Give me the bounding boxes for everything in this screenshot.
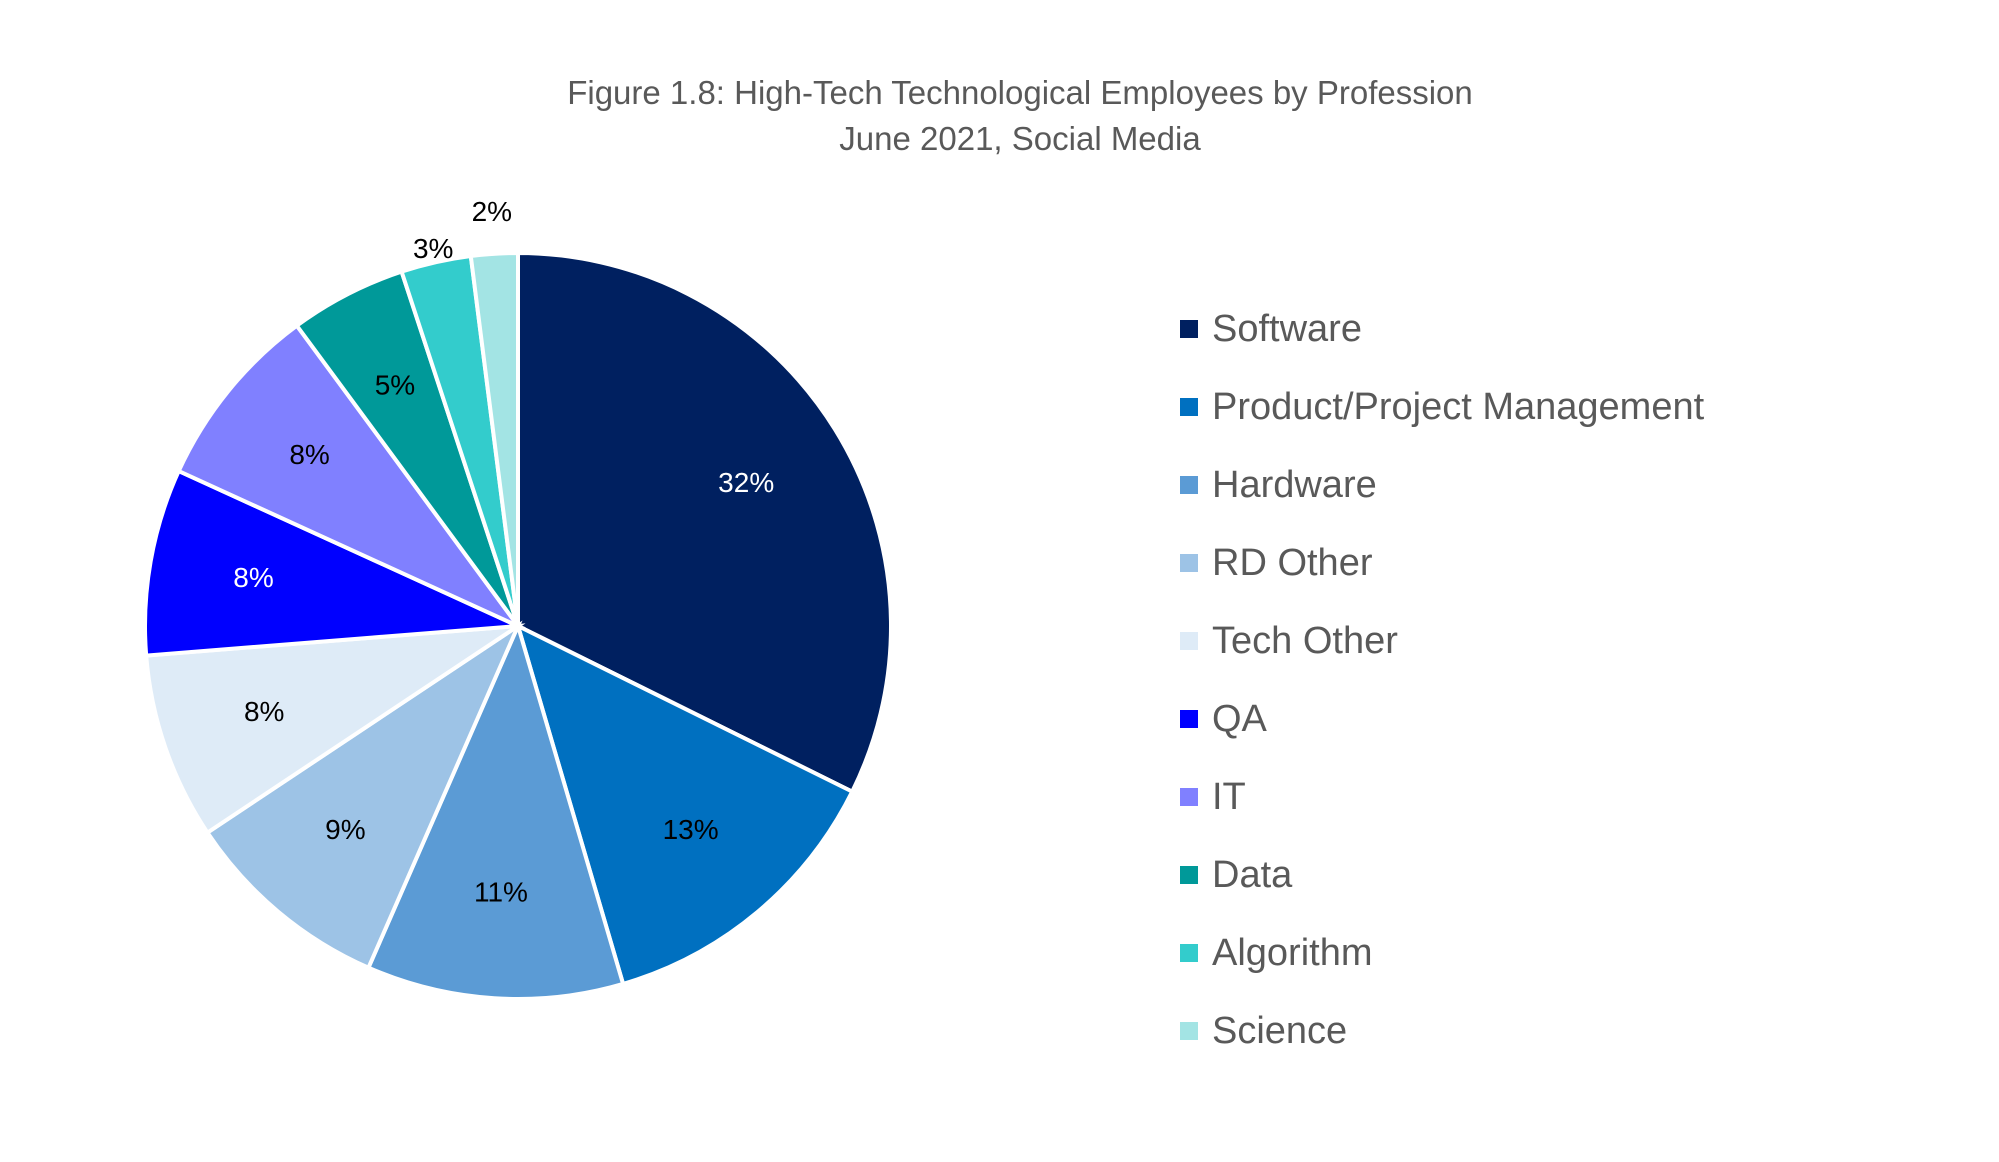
legend-label: Science — [1212, 1009, 1348, 1052]
chart-title: Figure 1.8: High-Tech Technological Empl… — [567, 74, 1473, 111]
legend-item-software: Software — [1180, 290, 1704, 368]
chart-legend: Software Product/Project Management Hardwa… — [1180, 290, 1704, 1070]
legend-label: Hardware — [1212, 463, 1377, 506]
data-label-software: 32% — [718, 467, 774, 498]
legend-label: QA — [1212, 697, 1267, 740]
legend-label: Software — [1212, 307, 1362, 350]
legend-swatch — [1180, 1022, 1198, 1040]
pie-slice-rd-other — [204, 620, 523, 971]
pie-slice-software — [516, 250, 893, 795]
legend-swatch — [1180, 320, 1198, 338]
data-label-algorithm: 3% — [413, 233, 453, 264]
legend-item-hardware: Hardware — [1180, 446, 1704, 524]
pie-slice-tech-other — [144, 623, 526, 836]
pie-slice-it — [176, 322, 525, 632]
legend-swatch — [1180, 554, 1198, 572]
legend-swatch — [1180, 944, 1198, 962]
legend-item-rd-other: RD Other — [1180, 524, 1704, 602]
data-label-hardware: 11% — [474, 876, 528, 907]
legend-swatch — [1180, 788, 1198, 806]
legend-item-data: Data — [1180, 836, 1704, 914]
legend-item-science: Science — [1180, 992, 1704, 1070]
legend-label: IT — [1212, 775, 1246, 818]
pie-labels: 32% 13% 11% 9% 8% 8% 8% 5% 3% 2% — [233, 196, 774, 907]
chart-title-block: Figure 1.8: High-Tech Technological Empl… — [0, 70, 1999, 162]
data-label-science: 2% — [472, 196, 512, 227]
pie-slice-qa — [143, 468, 526, 658]
legend-label: Data — [1212, 853, 1293, 896]
chart-subtitle: June 2021, Social Media — [839, 120, 1201, 157]
legend-label: Algorithm — [1212, 931, 1373, 974]
pie-slice-hardware — [365, 620, 626, 1001]
legend-swatch — [1180, 866, 1198, 884]
pie-slice-science — [468, 250, 520, 627]
legend-swatch — [1180, 710, 1198, 728]
legend-item-qa: QA — [1180, 680, 1704, 758]
legend-label: Product/Project Management — [1212, 385, 1705, 428]
data-label-product-project-management: 13% — [663, 814, 719, 845]
pie-slices — [143, 250, 893, 1001]
data-label-data: 5% — [375, 370, 415, 401]
legend-swatch — [1180, 476, 1198, 494]
pie-slice-product-project-management — [514, 622, 855, 987]
legend-swatch — [1180, 632, 1198, 650]
legend-item-it: IT — [1180, 758, 1704, 836]
data-label-it: 8% — [289, 439, 329, 470]
legend-item-product-project-management: Product/Project Management — [1180, 368, 1704, 446]
legend-item-tech-other: Tech Other — [1180, 602, 1704, 680]
data-label-rd-other: 9% — [325, 814, 365, 845]
legend-item-algorithm: Algorithm — [1180, 914, 1704, 992]
legend-label: Tech Other — [1212, 619, 1398, 662]
data-label-tech-other: 8% — [244, 696, 284, 727]
legend-swatch — [1180, 398, 1198, 416]
legend-label: RD Other — [1212, 541, 1373, 584]
data-label-qa: 8% — [233, 562, 273, 593]
